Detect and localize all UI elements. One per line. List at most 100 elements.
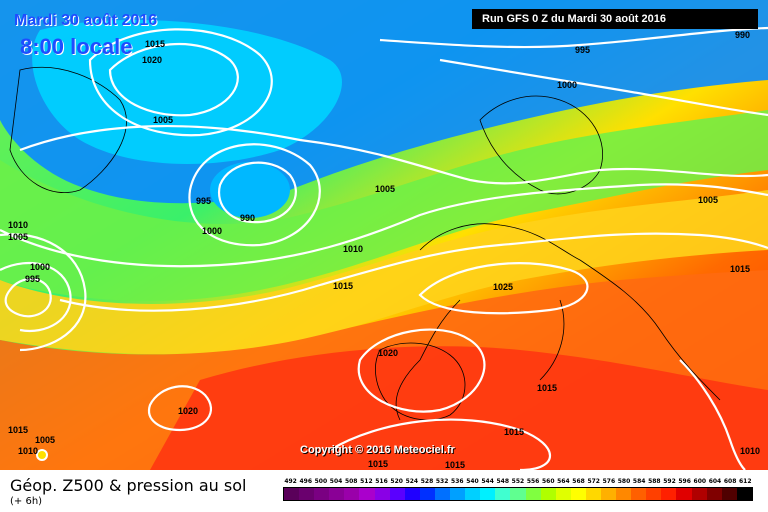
legend-label: 528 <box>420 478 434 485</box>
isobar-label: 1010 <box>8 220 28 230</box>
legend-swatch <box>570 488 586 500</box>
isobar-1010-east <box>679 359 746 470</box>
isobar-1000-west <box>0 261 72 333</box>
legend-swatch <box>706 488 722 500</box>
legend-label: 608 <box>723 478 737 485</box>
legend-swatch <box>525 488 541 500</box>
model-run-info: Run GFS 0 Z du Mardi 30 août 2016 <box>472 9 758 29</box>
legend-swatch <box>646 488 662 500</box>
legend-label: 584 <box>632 478 646 485</box>
forecast-date: Mardi 30 août 2016 <box>14 12 158 29</box>
legend-swatch <box>616 488 632 500</box>
isobar-label: 1010 <box>740 446 760 456</box>
legend-swatch <box>661 488 677 500</box>
low-center <box>210 162 290 218</box>
isobar-label: 1015 <box>368 459 388 469</box>
legend-label: 580 <box>617 478 631 485</box>
legend-label: 540 <box>466 478 479 485</box>
isobar-label: 1000 <box>30 262 50 272</box>
legend-label: 548 <box>496 478 510 485</box>
legend-label: 492 <box>284 478 297 485</box>
legend-swatch <box>585 488 601 500</box>
isobar-label: 1020 <box>378 348 398 358</box>
yellow-band <box>0 190 768 355</box>
isobar-label: 995 <box>25 274 40 284</box>
legend-swatch <box>389 488 405 500</box>
legend-label: 536 <box>451 478 464 485</box>
legend-label: 504 <box>329 478 343 485</box>
isobar-label: 995 <box>575 45 590 55</box>
isobar-label: 1005 <box>698 195 718 205</box>
color-scale-legend: 492 496 500 504 508 512 516 520 524 528 532 536 540 5… <box>283 478 753 501</box>
isobar-1020-iberia <box>357 328 486 413</box>
isobar-1000-north <box>439 58 768 117</box>
legend-label: 556 <box>526 478 540 485</box>
isobar-label: 1025 <box>493 282 513 292</box>
isobar-995 <box>217 161 297 224</box>
isobar-label: 1005 <box>153 115 173 125</box>
red-zone <box>150 346 768 470</box>
legend-swatch <box>736 488 752 500</box>
legend-label: 600 <box>693 478 707 485</box>
legend-swatch <box>555 488 571 500</box>
legend-label: 544 <box>481 478 494 485</box>
legend-swatch <box>465 488 481 500</box>
legend-swatch <box>631 488 647 500</box>
isobar-label: 1015 <box>445 460 465 470</box>
legend-swatch <box>404 488 420 500</box>
legend-swatch <box>676 488 692 500</box>
legend-label: 612 <box>739 478 752 485</box>
copyright-notice: Copyright © 2016 Meteociel.fr <box>300 444 455 456</box>
isobar-label: 990 <box>240 213 255 223</box>
map-title: Géop. Z500 & pression au sol <box>10 476 247 495</box>
isobar-label: 1020 <box>142 55 162 65</box>
cold-zone-core <box>32 20 342 164</box>
legend-label: 552 <box>511 478 525 485</box>
isobar-label: 1000 <box>202 226 222 236</box>
isobar-1015-north <box>88 28 273 137</box>
legend-label: 572 <box>587 478 600 485</box>
legend-label: 576 <box>602 478 616 485</box>
legend-label: 560 <box>541 478 555 485</box>
coastline-europe <box>395 223 721 421</box>
isobar-label: 1015 <box>333 281 353 291</box>
isobar-1020-sw <box>147 385 212 432</box>
legend-swatch <box>480 488 496 500</box>
legend-label: 496 <box>299 478 312 485</box>
isobar-1010-west <box>0 233 87 352</box>
legend-swatch <box>284 488 300 500</box>
legend-swatch <box>344 488 360 500</box>
isobar-1000 <box>188 143 321 247</box>
coastline-greenland <box>9 66 127 193</box>
legend-swatch <box>510 488 526 500</box>
isobar-1005-mid <box>19 124 768 185</box>
isobar-1015-south <box>329 418 551 470</box>
legend-swatch <box>329 488 345 500</box>
isobar-label: 1015 <box>145 39 165 49</box>
isobar-1020-north <box>108 42 239 117</box>
forecast-time: 8:00 locale <box>20 34 133 59</box>
legend-swatch <box>299 488 315 500</box>
legend-label: 508 <box>344 478 358 485</box>
legend-label: 588 <box>648 478 661 485</box>
isobar-label: 1005 <box>8 232 28 242</box>
legend-label: 564 <box>557 478 570 485</box>
weather-map: 1015 1020 1005 995 990 1000 1005 1010 10… <box>0 0 768 470</box>
coastline-iberia <box>375 342 466 421</box>
legend-swatch <box>374 488 390 500</box>
isobar-label: 1015 <box>8 425 28 435</box>
legend-swatch <box>721 488 737 500</box>
legend-label: 512 <box>360 478 373 485</box>
isobar-1025 <box>418 262 589 315</box>
high-center-sw <box>36 449 48 461</box>
legend-swatch <box>540 488 556 500</box>
legend-swatch <box>600 488 617 500</box>
isobar-label: 1005 <box>375 184 395 194</box>
legend-labels: 492 496 500 504 508 512 516 520 524 528 532 536 540 5… <box>283 478 753 485</box>
isobar-label: 1000 <box>557 80 577 90</box>
legend-swatch <box>691 488 707 500</box>
isobar-label: 1005 <box>35 435 55 445</box>
legend-swatch <box>450 488 466 500</box>
legend-swatch <box>434 488 451 500</box>
legend-label: 500 <box>314 478 328 485</box>
